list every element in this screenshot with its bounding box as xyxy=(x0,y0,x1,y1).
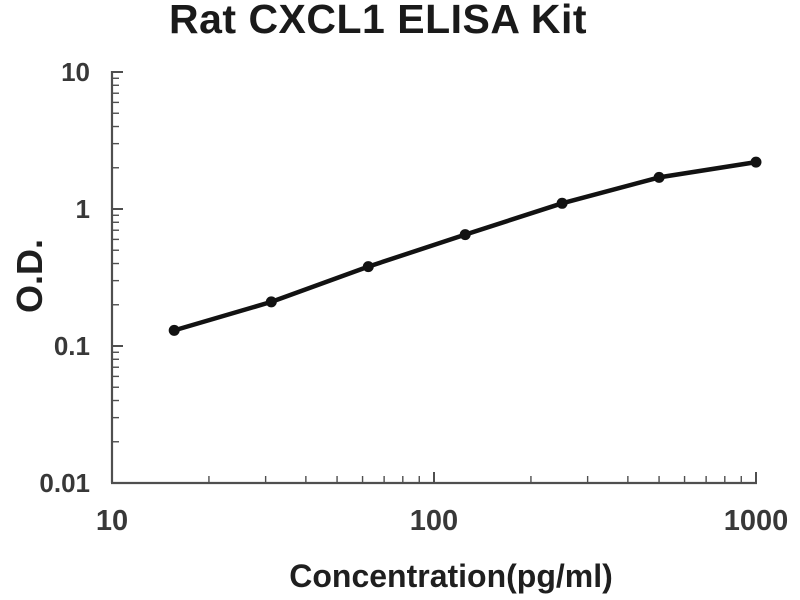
x-tick-label-10: 10 xyxy=(96,505,128,537)
data-point-1000 xyxy=(750,156,762,168)
x-tick-label-1000: 1000 xyxy=(724,505,789,537)
standard-curve-line xyxy=(171,159,759,333)
data-point-15.6 xyxy=(168,324,180,336)
x-tick-label-100: 100 xyxy=(410,505,458,537)
y-tick-label-0.01: 0.01 xyxy=(39,468,90,498)
data-point-31.25 xyxy=(265,296,277,308)
data-point-125 xyxy=(459,229,471,241)
y-tick-label-10: 10 xyxy=(61,57,90,87)
data-point-62.5 xyxy=(362,261,374,273)
y-tick-label-0.1: 0.1 xyxy=(54,331,90,361)
y-tick-label-1: 1 xyxy=(76,194,90,224)
data-point-250 xyxy=(556,197,568,209)
chart-title: Rat CXCL1 ELISA Kit xyxy=(168,0,588,42)
data-point-500 xyxy=(653,171,665,183)
x-axis-title: Concentration(pg/ml) xyxy=(289,558,613,594)
